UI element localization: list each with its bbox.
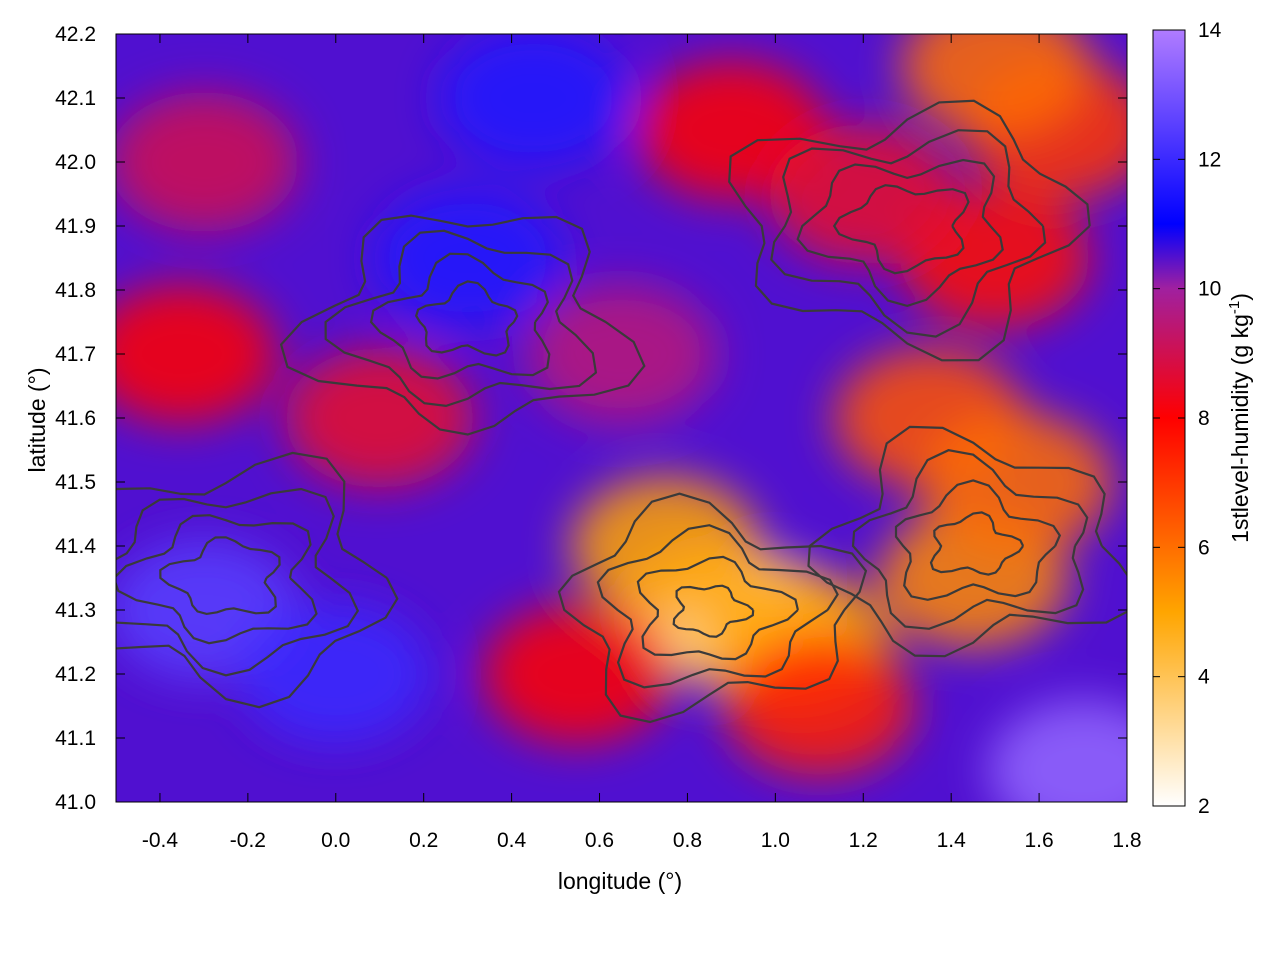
colorbar-tick-label: 14	[1198, 19, 1222, 42]
x-tick-label: 1.4	[937, 829, 967, 852]
colorbar-tick-label: 2	[1198, 795, 1210, 818]
x-tick-label: 0.6	[585, 829, 614, 852]
contour-line	[596, 524, 839, 689]
humidity-region	[116, 284, 277, 424]
y-tick-label: 41.8	[55, 279, 96, 302]
y-tick-label: 42.0	[55, 151, 96, 174]
contour-line	[832, 184, 970, 275]
contour-line	[557, 492, 868, 724]
x-tick-label: -0.2	[230, 829, 266, 852]
colorbar-label: 1stlevel-humidity (g kg-1)	[1226, 293, 1253, 543]
x-tick-label: 1.2	[849, 829, 878, 852]
contour-line	[851, 449, 1089, 630]
x-axis-tick-labels: -0.4 -0.2 0.0 0.2 0.4 0.6 0.8 1.0 1.2 1.4 1.6 1.8	[142, 829, 1142, 852]
x-tick-label: 1.0	[761, 829, 790, 852]
x-tick-label: 0.0	[321, 829, 350, 852]
y-tick-label: 41.3	[55, 599, 96, 622]
humidity-region	[240, 604, 431, 744]
humidity-region	[922, 412, 1113, 552]
x-tick-label: 1.8	[1112, 829, 1141, 852]
contour-line	[324, 229, 598, 408]
plot-area	[116, 34, 1127, 802]
humidity-region	[900, 34, 1091, 136]
y-tick-label: 41.4	[55, 535, 96, 558]
x-tick-label: 0.8	[673, 829, 702, 852]
humidity-region	[724, 636, 915, 776]
colorbar-ticks	[1153, 29, 1185, 807]
y-tick-label: 41.1	[55, 727, 96, 750]
humidity-region	[116, 92, 299, 232]
x-tick-label: 1.6	[1024, 829, 1053, 852]
contour-line	[116, 451, 399, 709]
y-axis-ticks	[116, 33, 1127, 803]
contour-line	[116, 514, 318, 645]
x-tick-label: -0.4	[142, 829, 179, 852]
contour-line	[894, 479, 1062, 601]
colorbar-tick-label: 4	[1198, 666, 1210, 689]
y-axis-tick-labels: 41.0 41.1 41.2 41.3 41.4 41.5 41.6 41.7 41.8 41.9…	[55, 23, 96, 814]
y-tick-label: 41.6	[55, 407, 96, 430]
colorbar-tick-label: 10	[1198, 278, 1221, 301]
colorbar-tick-label: 12	[1198, 148, 1221, 171]
humidity-region	[482, 604, 673, 744]
contour-lines	[116, 99, 1127, 724]
humidity-field	[116, 34, 1127, 802]
colorbar-tick-label: 6	[1198, 536, 1210, 559]
humidity-region	[438, 34, 629, 168]
contour-line	[279, 214, 646, 436]
y-axis-label: latitude (°)	[24, 367, 50, 472]
humidity-region	[526, 284, 717, 424]
contour-line	[369, 252, 551, 380]
x-axis-ticks	[159, 34, 1128, 802]
y-tick-label: 41.2	[55, 663, 96, 686]
y-tick-label: 42.1	[55, 87, 96, 110]
humidity-region	[284, 348, 475, 488]
colorbar-label-superscript: -1	[1226, 301, 1243, 314]
contour-line	[116, 487, 360, 677]
x-tick-label: 0.2	[409, 829, 438, 852]
contour-line	[770, 129, 1047, 338]
contour-line	[636, 555, 799, 661]
colorbar-tick-labels: 2 4 6 8 10 12 14	[1198, 19, 1222, 818]
y-tick-label: 41.0	[55, 791, 96, 814]
humidity-region	[768, 124, 959, 264]
contour-line	[807, 425, 1127, 658]
y-tick-label: 41.5	[55, 471, 96, 494]
y-tick-label: 41.7	[55, 343, 96, 366]
contour-line	[929, 511, 1025, 576]
x-axis-label: longitude (°)	[558, 868, 682, 894]
contour-line	[796, 158, 1004, 308]
contour-line	[728, 99, 1091, 362]
colorbar-label-main: 1stlevel-humidity (g kg	[1227, 314, 1253, 543]
humidity-region	[372, 188, 563, 328]
humidity-region	[988, 700, 1127, 802]
y-tick-label: 41.9	[55, 215, 96, 238]
y-tick-label: 42.2	[55, 23, 96, 46]
contour-line	[672, 584, 755, 638]
colorbar-tick-label: 8	[1198, 407, 1210, 430]
colorbar-label-suffix: )	[1227, 293, 1253, 301]
x-tick-label: 0.4	[497, 829, 527, 852]
contour-line	[159, 536, 281, 616]
contour-line	[415, 280, 519, 357]
